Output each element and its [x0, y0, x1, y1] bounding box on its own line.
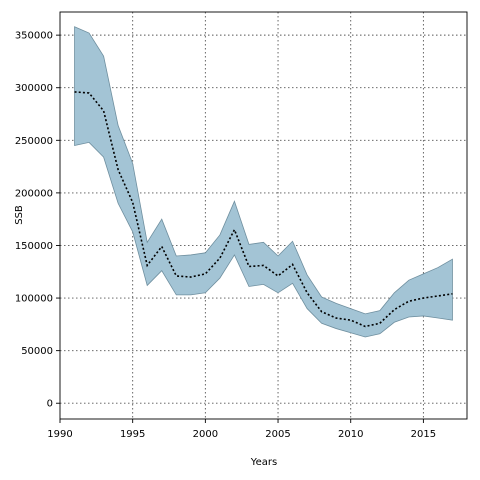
y-tick-label: 50000 [21, 346, 53, 357]
y-tick-label: 200000 [15, 188, 53, 199]
x-tick-label: 2005 [265, 429, 290, 440]
y-axis-title: SSB [14, 205, 25, 225]
y-tick-label: 0 [47, 399, 53, 410]
plot-frame [59, 11, 468, 420]
y-tick-label: 150000 [15, 241, 53, 252]
y-tick-label: 300000 [15, 83, 53, 94]
confidence-band [74, 26, 453, 338]
grid [60, 12, 467, 419]
y-tick-label: 350000 [15, 31, 53, 42]
y-tick-label: 100000 [15, 294, 53, 305]
x-tick-label: 2015 [411, 429, 436, 440]
y-tick-label: 250000 [15, 136, 53, 147]
ssb-series-line [74, 91, 453, 328]
x-axis: 1990 1995 2000 2005 2010 2015 [47, 419, 436, 440]
x-axis-title: Years [250, 457, 277, 468]
x-tick-label: 1990 [47, 429, 72, 440]
x-tick-label: 2000 [193, 429, 218, 440]
x-tick-label: 2010 [338, 429, 363, 440]
y-axis: 0 50000 100000 150000 200000 250000 300000 3500… [15, 31, 60, 410]
x-tick-label: 1995 [120, 429, 145, 440]
